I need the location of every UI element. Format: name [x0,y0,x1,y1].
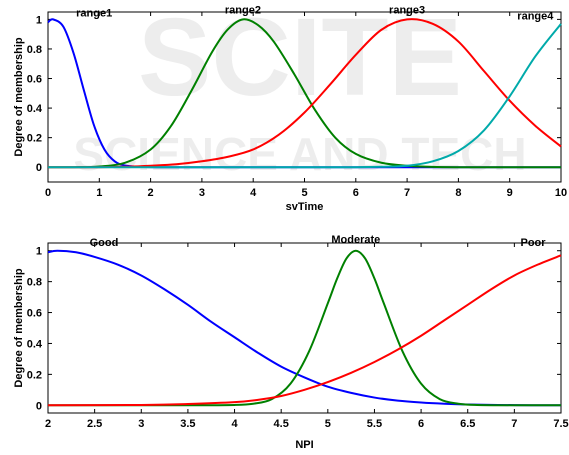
x-ticks-svtime: 0 1 2 3 4 5 6 7 8 9 10 [45,12,567,199]
chart-npi: 2 2.5 3 3.5 4 4.5 5 5.5 6 6.5 7 7.5 00.20.40.60.81 … [13,234,569,451]
series-line-range2 [47,18,561,169]
y-tick-label: 0 [36,400,42,412]
x-tick-label: 5 [325,418,331,430]
series-label-range1: range1 [76,7,112,19]
x-tick-label: 2 [45,418,51,430]
x-tick-label: 6 [418,418,424,430]
x-tick-label: 6.5 [460,418,475,430]
x-tick-label: 7.5 [553,418,568,430]
y-tick-label: 0.8 [27,277,42,289]
y-tick-label: 0.6 [27,74,42,86]
y-tick-label: 0.4 [27,103,43,115]
y-tick-label: 0 [36,162,42,174]
series-line-range4 [48,23,562,169]
x-tick-label: 4.5 [274,418,289,430]
y-tick-label: 0.2 [27,133,42,145]
x-tick-label: 2 [148,187,154,199]
y-tick-label: 0.8 [27,44,42,56]
y-axis-label-svtime: Degree of membership [13,37,25,156]
y-tick-label: 0.4 [27,338,43,350]
x-tick-label: 3 [138,418,144,430]
x-tick-label: 7 [404,187,410,199]
y-tick-label: 1 [36,246,42,258]
series-label-good: Good [90,237,119,249]
series-labels-svtime: range1 range2 range3 range4 [76,4,554,22]
series-line-good [47,249,562,407]
x-tick-label: 7 [511,418,517,430]
y-ticks-svtime: 0 0.2 0.4 0.6 0.8 1 [27,14,561,174]
x-tick-label: 4 [231,418,238,430]
plot-area-npi [47,242,562,414]
x-tick-label: 4 [250,187,257,199]
series-label-range4: range4 [517,10,554,22]
x-tick-label: 10 [555,187,567,199]
x-tick-label: 2.5 [87,418,102,430]
series-line-moderate [47,249,562,407]
chart-svtime: 0 1 2 3 4 5 6 7 8 9 10 0 0.2 0.4 0.6 0.8 1 range1 range2… [13,4,567,213]
watermark-line2: SCIENCE AND TECH [73,128,526,180]
y-ticks-npi: 0 0.2 0.4 0.6 0.8 1 [27,246,561,412]
series-label-poor: Poor [520,237,546,249]
series-labels-npi: Good Moderate Poor [90,234,547,249]
x-tick-label: 0 [45,187,51,199]
x-tick-label: 8 [455,187,461,199]
series-label-moderate: Moderate [331,234,380,246]
series-label-range2: range2 [225,4,261,16]
x-tick-label: 5.5 [367,418,382,430]
x-tick-label: 1 [96,187,102,199]
x-tick-label: 5 [301,187,307,199]
x-axis-label-npi: NPI [295,439,313,451]
series-line-range3 [47,18,562,169]
x-tick-label: 6 [353,187,359,199]
series-svtime [47,18,562,169]
series-label-range3: range3 [389,4,425,16]
x-tick-label: 3 [199,187,205,199]
series-line-poor [47,254,562,407]
y-axis-label-npi: Degree of membership [13,268,25,387]
series-npi [47,249,562,407]
watermark: SCITE SCIENCE AND TECH [73,0,526,180]
y-tick-label: 0.2 [27,369,42,381]
y-tick-label: 1 [36,14,42,26]
y-tick-label: 0.6 [27,308,42,320]
x-axis-label-svtime: svTime [286,201,324,213]
x-tick-label: 3.5 [180,418,195,430]
x-tick-label: 9 [507,187,513,199]
x-ticks-npi: 2 2.5 3 3.5 4 4.5 5 5.5 6 6.5 7 7.5 [45,243,569,430]
